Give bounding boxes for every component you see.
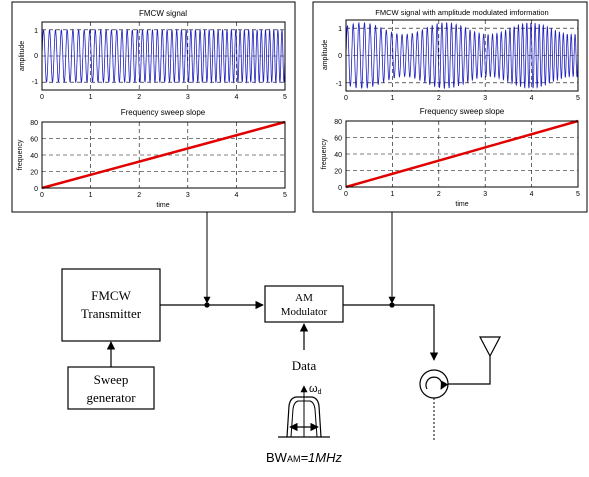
left-bottom-xtick: 1 <box>89 192 93 199</box>
left-bottom-ytick-20: 20 <box>30 170 38 177</box>
left-bottom-xticks: 0 1 2 3 4 5 <box>40 192 287 199</box>
right-top-xtick: 4 <box>530 95 534 102</box>
left-top-xticks: 0 1 2 3 4 5 <box>40 94 287 101</box>
right-top-xtick: 1 <box>390 95 394 102</box>
right-junction-dot <box>389 302 395 308</box>
left-top-xtick: 5 <box>283 94 287 101</box>
modulator-output-line <box>343 304 439 361</box>
right-top-plot-title: FMCW signal with amplitude modulated imf… <box>375 8 548 17</box>
right-top-xtick: 0 <box>344 95 348 102</box>
right-bottom-xtick: 4 <box>530 191 534 198</box>
right-bottom-xtick: 0 <box>344 191 348 198</box>
right-top-xtick: 2 <box>437 95 441 102</box>
left-bottom-plot-title: Frequency sweep slope <box>121 108 206 117</box>
left-bottom-plot <box>41 120 286 190</box>
bandwidth-label: BWAM=1MHz <box>266 450 342 465</box>
left-bottom-ytick-0: 0 <box>34 186 38 193</box>
bandwidth-main: BW <box>266 450 288 465</box>
left-top-plot-frame <box>41 21 286 91</box>
right-bottom-xlabel: time <box>455 201 468 208</box>
circulator <box>419 369 449 399</box>
left-bottom-xtick: 3 <box>186 192 190 199</box>
left-bottom-ytick-40: 40 <box>30 153 38 160</box>
circulator-arrow <box>425 376 449 390</box>
left-top-ytick-neg1: -1 <box>32 79 38 86</box>
sweep-generator-block <box>67 366 155 410</box>
right-top-ytick-0: 0 <box>338 53 342 60</box>
am-modulator-block <box>264 285 344 323</box>
right-top-plot-frame <box>345 19 579 92</box>
left-bottom-xtick: 0 <box>40 192 44 199</box>
fmcw-transmitter-block <box>61 268 161 342</box>
right-top-xtick: 5 <box>576 95 580 102</box>
left-bottom-xtick: 4 <box>234 192 238 199</box>
right-am-signal-trace <box>345 21 579 90</box>
right-top-ytick-1: 1 <box>338 26 342 33</box>
antenna-icon <box>479 336 501 358</box>
omega-symbol: ω <box>309 383 318 395</box>
left-bottom-xtick: 2 <box>137 192 141 199</box>
right-plot-panel <box>312 1 588 213</box>
left-sweep-slope-line <box>41 120 286 190</box>
circulator-to-antenna-line <box>448 355 491 385</box>
right-top-ytick-neg1: -1 <box>336 81 342 88</box>
right-bottom-xtick: 2 <box>437 191 441 198</box>
left-top-xtick: 4 <box>234 94 238 101</box>
sweep-label-line2: generator <box>86 390 136 405</box>
left-bottom-xtick: 5 <box>283 192 287 199</box>
right-top-plot <box>345 19 579 92</box>
right-top-xtick: 3 <box>483 95 487 102</box>
left-bottom-ytick-60: 60 <box>30 137 38 144</box>
left-bottom-xlabel: time <box>156 202 169 209</box>
right-top-xticks: 0 1 2 3 4 5 <box>344 95 580 102</box>
bandwidth-value: =1MHz <box>300 450 342 465</box>
spectrum-outer-envelope <box>286 396 322 438</box>
right-bottom-xtick: 1 <box>390 191 394 198</box>
left-fmcw-signal-trace <box>41 28 286 84</box>
right-bottom-xtick: 5 <box>576 191 580 198</box>
spectrum-inner-envelope <box>290 400 318 438</box>
right-bottom-xtick: 3 <box>483 191 487 198</box>
left-top-xtick: 1 <box>89 94 93 101</box>
circulator-circle <box>419 369 449 399</box>
modulator-label-line2: Modulator <box>281 306 328 318</box>
right-bottom-plot-frame <box>345 120 579 188</box>
left-top-plot-title: FMCW signal <box>139 9 187 18</box>
right-bottom-ytick-0: 0 <box>338 185 342 192</box>
left-top-plot <box>41 21 286 91</box>
left-top-ylabel: amplitude <box>19 41 26 71</box>
right-bottom-ytick-80: 80 <box>334 119 342 126</box>
omega-d-label: ωd <box>309 383 322 396</box>
left-top-xtick: 3 <box>186 94 190 101</box>
right-bottom-plot <box>345 119 579 189</box>
left-top-xtick: 2 <box>137 94 141 101</box>
data-spectrum <box>278 385 330 438</box>
transmitter-label-line2: Transmitter <box>81 306 142 321</box>
right-bottom-ytick-60: 60 <box>334 136 342 143</box>
right-bottom-xticks: 0 1 2 3 4 5 <box>344 191 580 198</box>
right-sweep-slope-line <box>345 119 579 189</box>
left-junction-dot <box>204 302 210 308</box>
left-bottom-plot-frame <box>41 121 286 189</box>
omega-subscript: d <box>318 389 322 396</box>
left-bottom-ylabel: frequency <box>17 139 24 170</box>
left-top-ytick-1: 1 <box>34 28 38 35</box>
right-top-ylabel: amplitude <box>322 40 329 70</box>
bandwidth-subscript: AM <box>287 454 301 464</box>
right-bottom-plot-title: Frequency sweep slope <box>420 107 505 116</box>
right-bottom-ytick-20: 20 <box>334 169 342 176</box>
transmitter-label-line1: FMCW <box>91 288 131 303</box>
right-bottom-ytick-40: 40 <box>334 152 342 159</box>
left-top-ytick-0: 0 <box>34 53 38 60</box>
data-label: Data <box>292 358 317 373</box>
left-top-xtick: 0 <box>40 94 44 101</box>
right-bottom-ylabel: frequency <box>321 138 328 169</box>
left-bottom-ytick-80: 80 <box>30 120 38 127</box>
modulator-label-line1: AM <box>295 292 313 304</box>
sweep-label-line1: Sweep <box>94 372 129 387</box>
